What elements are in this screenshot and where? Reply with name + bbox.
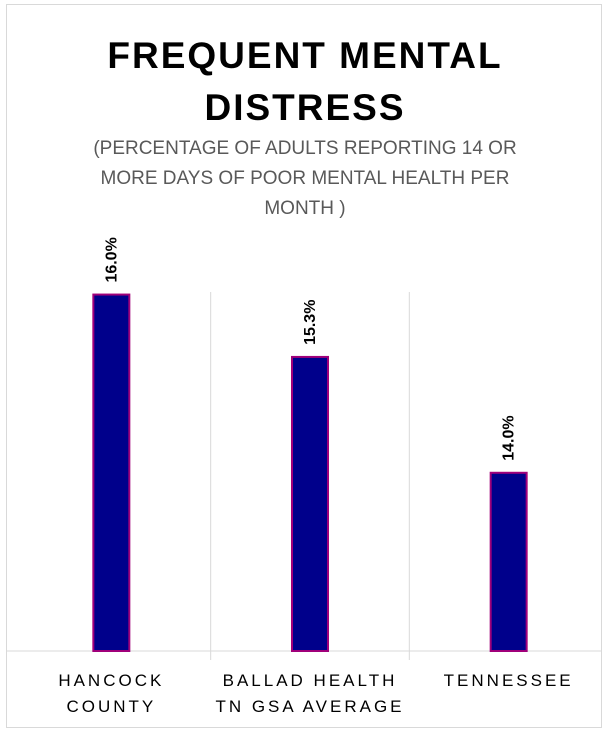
data-label: 15.3%	[302, 300, 319, 345]
category-label: TENNESSEE	[444, 671, 574, 690]
category-label: HANCOCK	[58, 671, 164, 690]
bar	[291, 355, 329, 652]
bar	[92, 293, 131, 652]
category-label-layer: HANCOCK COUNTY BALLAD HEALTH TN GSA AVERAGE…	[58, 671, 574, 716]
category-label: BALLAD HEALTH	[223, 671, 398, 690]
data-label: 14.0%	[501, 415, 518, 460]
category-label: COUNTY	[66, 697, 156, 716]
bar	[489, 471, 528, 652]
chart-subtitle: (PERCENTAGE OF ADULTS REPORTING 14 OR MO…	[93, 138, 517, 219]
bar-layer	[92, 293, 528, 652]
label-layer: 16.0% 15.3% 14.0%	[103, 237, 517, 461]
chart-title: FREQUENT MENTAL DISTRESS	[107, 35, 503, 128]
category-label: TN GSA AVERAGE	[215, 697, 404, 716]
data-label: 16.0%	[103, 237, 120, 282]
